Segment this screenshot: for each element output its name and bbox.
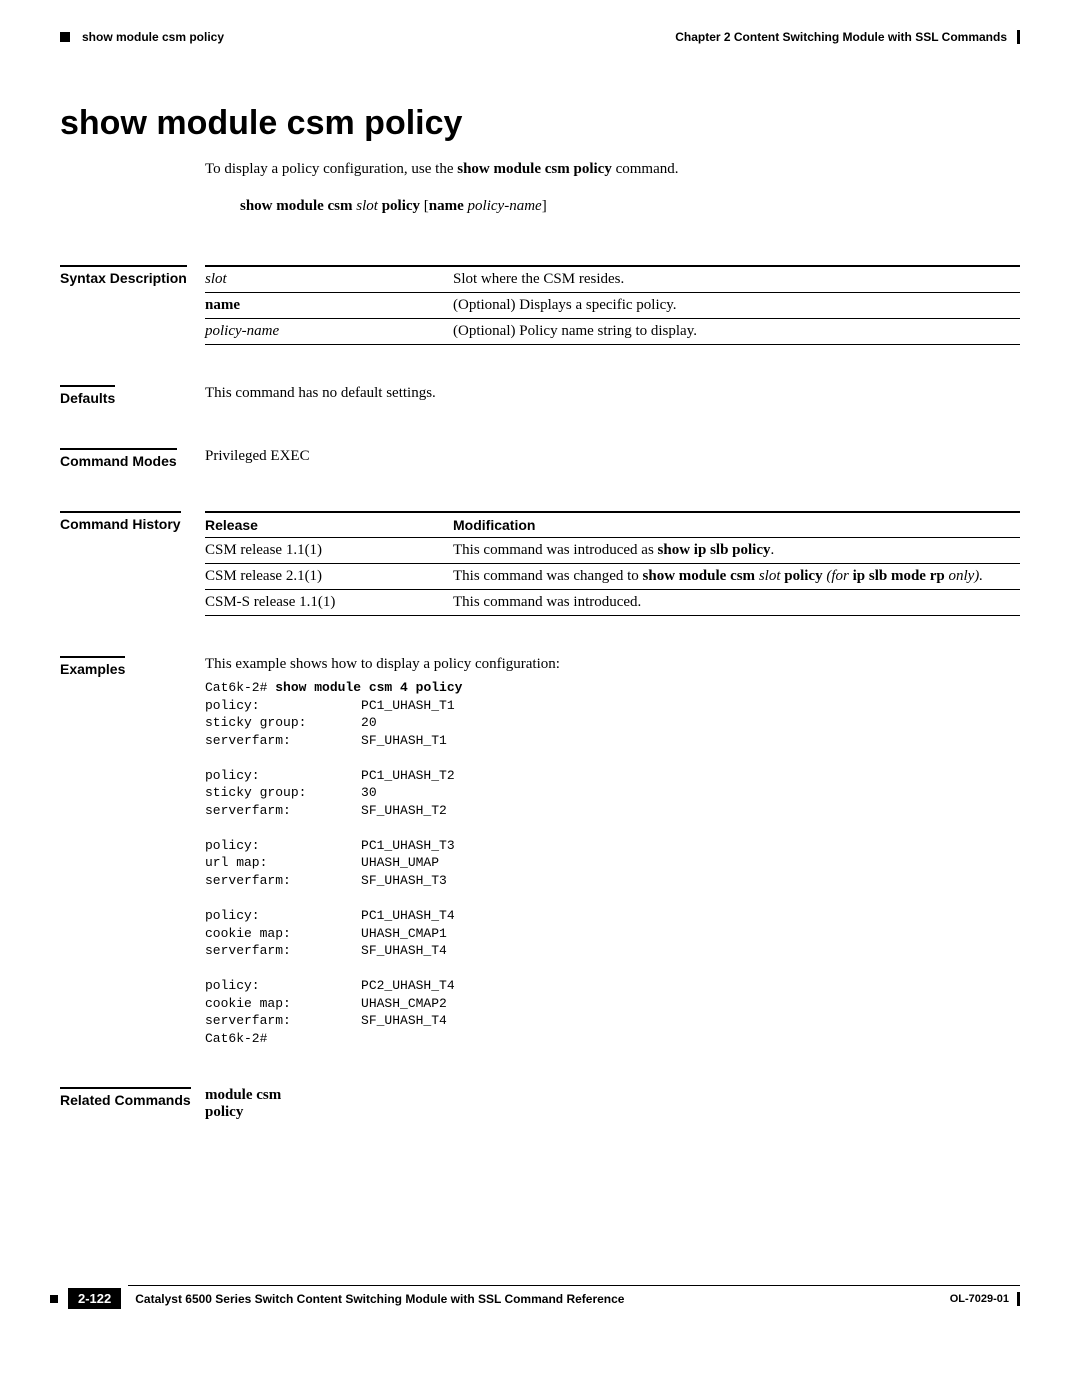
intro-cmd: show module csm policy [457,161,612,177]
examples-section: Examples This example shows how to displ… [60,656,1020,1047]
desc-cell: (Optional) Displays a specific policy. [453,293,1020,319]
syntax-p1: show module csm [240,198,356,214]
defaults-section: Defaults This command has no default set… [60,385,1020,408]
footer-left: 2-122 Catalyst 6500 Series Switch Conten… [50,1288,624,1309]
table-row: slotSlot where the CSM resides. [205,266,1020,293]
related-command: policy [205,1104,1020,1121]
square-icon [50,1295,58,1303]
related-command: module csm [205,1087,1020,1104]
footer-title: Catalyst 6500 Series Switch Content Swit… [135,1292,624,1306]
bar-icon [1017,1292,1020,1306]
header-left: show module csm policy [60,30,224,44]
table-row: CSM-S release 1.1(1)This command was int… [205,590,1020,616]
square-icon [60,32,70,42]
syntax-line: show module csm slot policy [name policy… [240,198,1020,215]
table-row: CSM release 1.1(1)This command was intro… [205,538,1020,564]
related-label: Related Commands [60,1087,191,1108]
syntax-p7: ] [542,198,547,214]
syntax-p2: slot [356,198,378,214]
table-row: CSM release 2.1(1)This command was chang… [205,564,1020,590]
intro-prefix: To display a policy configuration, use t… [205,161,457,177]
section-label: Examples [60,656,205,1047]
syntax-p6: policy-name [468,198,542,214]
modification-cell: This command was introduced as show ip s… [453,538,1020,564]
syntax-p5: name [429,198,468,214]
syntax-desc-label: Syntax Description [60,265,187,286]
page-title: show module csm policy [60,104,1020,143]
page-footer: 2-122 Catalyst 6500 Series Switch Conten… [50,1285,1020,1309]
section-label: Related Commands [60,1087,205,1121]
modification-cell: This command was introduced. [453,590,1020,616]
examples-intro: This example shows how to display a poli… [205,656,1020,673]
desc-cell: Slot where the CSM resides. [453,266,1020,293]
arg-cell: policy-name [205,319,453,345]
section-label: Command Modes [60,448,205,471]
defaults-label: Defaults [60,385,115,406]
release-cell: CSM-S release 1.1(1) [205,590,453,616]
desc-cell: (Optional) Policy name string to display… [453,319,1020,345]
section-label: Command History [60,511,205,616]
related-commands-section: Related Commands module csmpolicy [60,1087,1020,1121]
syntax-p3: policy [378,198,424,214]
col-modification: Modification [453,512,1020,538]
table-row: name(Optional) Displays a specific polic… [205,293,1020,319]
bar-icon [1017,30,1020,44]
release-cell: CSM release 2.1(1) [205,564,453,590]
section-label: Syntax Description [60,265,205,345]
defaults-text: This command has no default settings. [205,385,1020,408]
example-output: Cat6k-2# show module csm 4 policy policy… [205,679,1020,1047]
history-label: Command History [60,511,181,532]
syntax-description-section: Syntax Description slotSlot where the CS… [60,265,1020,345]
command-modes-section: Command Modes Privileged EXEC [60,448,1020,471]
intro-text: To display a policy configuration, use t… [205,161,1020,178]
footer-rule [128,1285,1020,1286]
col-release: Release [205,512,453,538]
page-header: show module csm policy Chapter 2 Content… [60,30,1020,44]
intro-suffix: command. [612,161,679,177]
release-cell: CSM release 1.1(1) [205,538,453,564]
arg-cell: name [205,293,453,319]
header-section-name: show module csm policy [82,30,224,44]
modes-text: Privileged EXEC [205,448,1020,471]
examples-label: Examples [60,656,125,677]
modes-label: Command Modes [60,448,177,469]
doc-id: OL-7029-01 [950,1293,1009,1305]
page-number: 2-122 [68,1288,121,1309]
section-label: Defaults [60,385,205,408]
related-body: module csmpolicy [205,1087,1020,1121]
history-table: ReleaseModificationCSM release 1.1(1)Thi… [205,511,1020,616]
table-row: policy-name(Optional) Policy name string… [205,319,1020,345]
footer-right: OL-7029-01 [950,1292,1020,1306]
arg-cell: slot [205,266,453,293]
header-chapter: Chapter 2 Content Switching Module with … [675,30,1007,44]
command-history-section: Command History ReleaseModificationCSM r… [60,511,1020,616]
header-right: Chapter 2 Content Switching Module with … [675,30,1020,44]
modification-cell: This command was changed to show module … [453,564,1020,590]
syntax-table: slotSlot where the CSM resides.name(Opti… [205,265,1020,345]
